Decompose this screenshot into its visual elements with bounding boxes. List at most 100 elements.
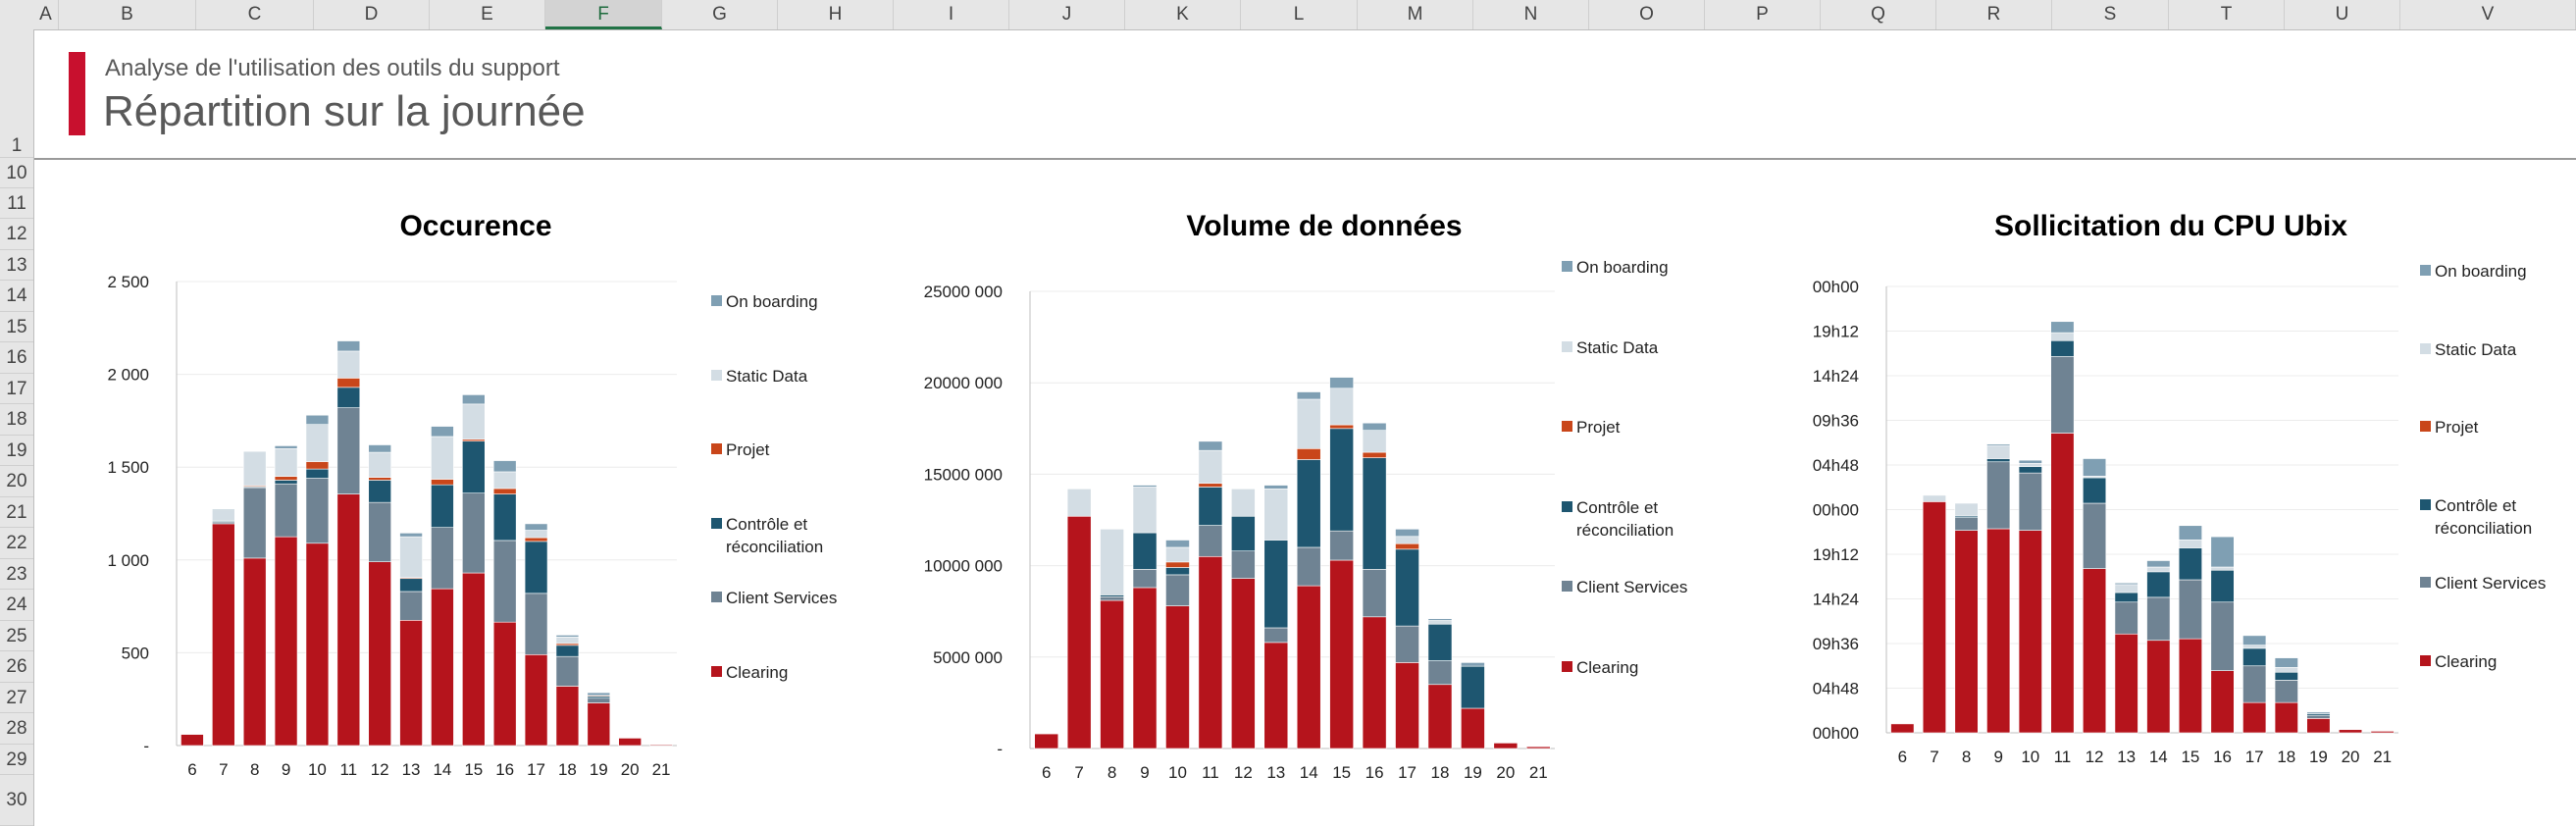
bar-segment[interactable] bbox=[1165, 546, 1190, 563]
bar-segment[interactable] bbox=[1165, 605, 1190, 749]
bar-segment[interactable] bbox=[1132, 485, 1158, 488]
bar-segment[interactable] bbox=[1100, 595, 1124, 601]
bar-segment[interactable] bbox=[399, 578, 423, 593]
bar-segment[interactable] bbox=[1296, 398, 1321, 449]
bar-segment[interactable] bbox=[274, 536, 298, 747]
bar-segment[interactable] bbox=[524, 530, 548, 539]
bar-segment[interactable] bbox=[399, 533, 423, 538]
bar-segment[interactable] bbox=[462, 492, 486, 574]
bar-segment[interactable] bbox=[1493, 743, 1519, 749]
bar-segment[interactable] bbox=[368, 561, 391, 747]
column-header-G[interactable]: G bbox=[662, 0, 778, 29]
row-header-17[interactable]: 17 bbox=[0, 374, 33, 404]
bar-segment[interactable] bbox=[2210, 670, 2235, 734]
bar-segment[interactable] bbox=[2339, 729, 2363, 734]
bar-segment[interactable] bbox=[2146, 571, 2171, 598]
bar-segment[interactable] bbox=[2178, 540, 2202, 548]
row-header-19[interactable]: 19 bbox=[0, 436, 33, 466]
bar-segment[interactable] bbox=[2370, 731, 2395, 734]
bar-segment[interactable] bbox=[2210, 569, 2235, 603]
bar-segment[interactable] bbox=[1263, 642, 1289, 749]
bar-segment[interactable] bbox=[2114, 601, 2138, 635]
bar-segment[interactable] bbox=[368, 477, 391, 481]
bar-segment[interactable] bbox=[1132, 569, 1158, 589]
bar-segment[interactable] bbox=[1362, 422, 1387, 431]
bar-segment[interactable] bbox=[2306, 714, 2331, 719]
row-header-13[interactable]: 13 bbox=[0, 250, 33, 281]
bar-segment[interactable] bbox=[1362, 430, 1387, 453]
bar-segment[interactable] bbox=[1362, 457, 1387, 570]
bar-segment[interactable] bbox=[2050, 339, 2075, 357]
bar-segment[interactable] bbox=[555, 635, 580, 638]
bar-segment[interactable] bbox=[1165, 540, 1190, 548]
bar-segment[interactable] bbox=[2274, 667, 2298, 673]
bar-segment[interactable] bbox=[2242, 647, 2267, 667]
bar-segment[interactable] bbox=[1100, 529, 1124, 595]
bar-segment[interactable] bbox=[492, 540, 517, 623]
bar-segment[interactable] bbox=[492, 493, 517, 542]
bar-segment[interactable] bbox=[1296, 585, 1321, 749]
bar-segment[interactable] bbox=[1329, 424, 1354, 430]
bar-segment[interactable] bbox=[1263, 540, 1289, 629]
bar-segment[interactable] bbox=[274, 447, 298, 477]
column-header-P[interactable]: P bbox=[1705, 0, 1821, 29]
bar-segment[interactable] bbox=[1461, 665, 1485, 709]
bar-segment[interactable] bbox=[649, 744, 673, 747]
bar-segment[interactable] bbox=[1362, 569, 1387, 618]
bar-segment[interactable] bbox=[212, 509, 235, 522]
bar-segment[interactable] bbox=[431, 588, 454, 747]
bar-segment[interactable] bbox=[274, 445, 298, 449]
bar-segment[interactable] bbox=[1329, 559, 1354, 749]
bar-segment[interactable] bbox=[2050, 321, 2075, 334]
bar-segment[interactable] bbox=[587, 702, 611, 747]
bar-segment[interactable] bbox=[212, 508, 235, 511]
bar-segment[interactable] bbox=[1329, 387, 1354, 426]
bar-segment[interactable] bbox=[399, 619, 423, 747]
column-header-S[interactable]: S bbox=[2052, 0, 2169, 29]
bar-segment[interactable] bbox=[2210, 536, 2235, 568]
row-header-28[interactable]: 28 bbox=[0, 713, 33, 745]
bar-segment[interactable] bbox=[368, 501, 391, 562]
bar-segment[interactable] bbox=[431, 484, 454, 528]
bar-segment[interactable] bbox=[2242, 701, 2267, 734]
bar-segment[interactable] bbox=[399, 536, 423, 579]
column-header-V[interactable]: V bbox=[2400, 0, 2576, 29]
bar-segment[interactable] bbox=[2050, 433, 2075, 734]
bar-segment[interactable] bbox=[1198, 525, 1223, 557]
bar-segment[interactable] bbox=[336, 387, 361, 408]
bar-segment[interactable] bbox=[1329, 377, 1354, 389]
bar-segment[interactable] bbox=[1066, 515, 1092, 749]
bar-segment[interactable] bbox=[2083, 458, 2107, 477]
chart-sollicitation-cpu[interactable]: Sollicitation du CPU Ubix 00h00 04h48 09h3… bbox=[1766, 167, 2576, 795]
bar-segment[interactable] bbox=[1986, 458, 2011, 463]
bar-segment[interactable] bbox=[1132, 587, 1158, 749]
bar-segment[interactable] bbox=[587, 697, 611, 703]
bar-segment[interactable] bbox=[1986, 528, 2011, 734]
bar-segment[interactable] bbox=[2018, 466, 2042, 474]
bar-segment[interactable] bbox=[1296, 546, 1321, 587]
bar-segment[interactable] bbox=[1231, 550, 1256, 579]
bar-segment[interactable] bbox=[242, 487, 267, 559]
bar-segment[interactable] bbox=[524, 653, 548, 747]
bar-segment[interactable] bbox=[431, 436, 454, 480]
bar-segment[interactable] bbox=[1395, 542, 1419, 550]
bar-segment[interactable] bbox=[2178, 547, 2202, 581]
bar-segment[interactable] bbox=[1329, 530, 1354, 561]
bar-segment[interactable] bbox=[587, 692, 611, 697]
chart-volume-donnees[interactable]: Volume de données - 5000 000 10000 000 1500… bbox=[912, 167, 1736, 795]
bar-segment[interactable] bbox=[2274, 701, 2298, 734]
bar-segment[interactable] bbox=[1198, 487, 1223, 526]
bar-segment[interactable] bbox=[431, 527, 454, 590]
bar-segment[interactable] bbox=[180, 734, 204, 747]
column-header-D[interactable]: D bbox=[314, 0, 430, 29]
bar-segment[interactable] bbox=[2114, 633, 2138, 734]
bar-segment[interactable] bbox=[368, 480, 391, 503]
bar-segment[interactable] bbox=[524, 523, 548, 531]
bar-segment[interactable] bbox=[212, 523, 235, 747]
bar-segment[interactable] bbox=[2050, 332, 2075, 341]
bar-segment[interactable] bbox=[1362, 451, 1387, 458]
bar-segment[interactable] bbox=[2146, 640, 2171, 734]
bar-segment[interactable] bbox=[555, 637, 580, 645]
bar-segment[interactable] bbox=[462, 394, 486, 405]
row-header-20[interactable]: 20 bbox=[0, 466, 33, 497]
